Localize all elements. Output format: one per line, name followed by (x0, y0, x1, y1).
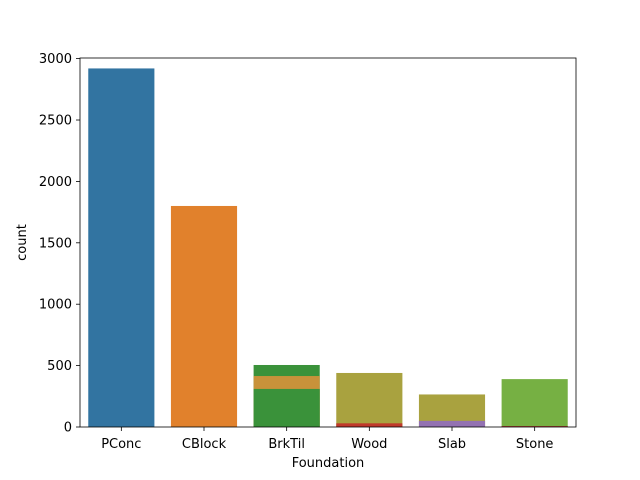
bar-slab-8 (418, 420, 486, 427)
y-axis-ticks: 0 500 1000 1500 2000 2500 3000 (39, 52, 80, 436)
y-tick-label: 1000 (39, 298, 72, 313)
x-axis-ticks: PConc CBlock BrkTil Wood Slab Stone (101, 427, 553, 452)
x-tick-label-cblock: CBlock (182, 437, 227, 452)
bars-group (88, 68, 568, 427)
x-tick-label-stone: Stone (516, 437, 554, 452)
x-tick-label-slab: Slab (438, 437, 466, 452)
bar-stone-10 (501, 426, 568, 427)
bar-stone-9 (501, 379, 568, 427)
x-tick-label-brktil: BrkTil (268, 437, 305, 452)
x-axis-label: Foundation (292, 456, 365, 471)
y-tick-label: 3000 (39, 52, 72, 67)
bar-cblock-1 (170, 205, 238, 427)
x-tick-label-wood: Wood (351, 437, 387, 452)
y-tick-label: 2000 (39, 175, 72, 190)
x-tick-label-pconc: PConc (101, 437, 141, 452)
plot-frame (79, 57, 577, 428)
y-tick-label: 0 (64, 421, 72, 436)
bar-brktil-4 (253, 388, 320, 427)
y-axis-label: count (15, 224, 30, 261)
bar-wood-5 (336, 372, 403, 427)
bar-wood-6 (336, 423, 403, 427)
y-tick-label: 500 (47, 359, 72, 374)
bar-pconc-0 (88, 68, 155, 427)
y-tick-label: 2500 (39, 114, 72, 129)
y-tick-label: 1500 (39, 236, 72, 251)
